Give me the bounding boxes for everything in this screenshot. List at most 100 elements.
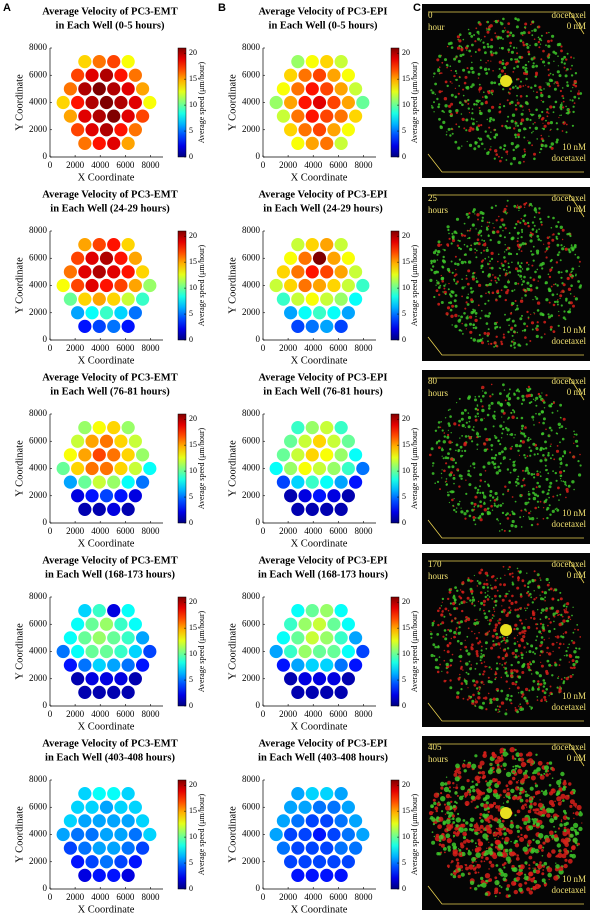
y-axis-label: Y Coordinate — [227, 806, 238, 863]
cell-dot — [486, 787, 493, 794]
cell-dot — [497, 621, 501, 625]
cell-dot — [469, 695, 473, 699]
cell-dot — [502, 333, 505, 336]
colorbar-tick-label: 5 — [189, 858, 193, 867]
cell-dot — [490, 60, 492, 62]
well — [320, 109, 334, 123]
cell-dot — [513, 637, 516, 640]
cell-dot — [437, 421, 441, 424]
cell-dot — [491, 614, 494, 616]
well — [92, 604, 106, 618]
cell-dot — [485, 794, 490, 800]
cell-dot — [564, 481, 567, 484]
cell-dot — [548, 637, 550, 639]
cell-dot — [511, 651, 515, 655]
cell-dot — [551, 834, 555, 839]
cell-dot — [467, 412, 470, 414]
cell-dot — [571, 64, 573, 67]
cell-dot — [502, 88, 505, 91]
cell-dot — [499, 402, 503, 407]
cell-dot — [529, 233, 533, 237]
cell-dot — [455, 802, 458, 804]
chart-title: in Each Well (403-408 hours) — [45, 752, 175, 763]
cell-dot — [464, 286, 466, 288]
colorbar-tick-label: 5 — [402, 492, 406, 501]
cell-dot — [485, 582, 489, 586]
cell-dot — [531, 673, 533, 675]
cell-dot — [471, 763, 477, 769]
cell-dot — [516, 124, 520, 127]
cell-dot — [528, 668, 531, 672]
cell-dot — [562, 815, 568, 820]
cell-dot — [528, 205, 531, 207]
well — [128, 672, 142, 686]
cell-dot — [537, 25, 541, 29]
cell-dot — [562, 97, 565, 100]
cell-dot — [459, 648, 462, 651]
well — [298, 489, 312, 503]
cell-dot — [446, 66, 448, 69]
cell-dot — [520, 871, 524, 875]
cell-dot — [533, 38, 536, 40]
cell-dot — [436, 281, 440, 285]
cell-dot — [453, 280, 456, 282]
well — [121, 109, 135, 123]
cell-dot — [505, 61, 509, 65]
condition-label: 10 nM — [562, 691, 586, 701]
cell-dot — [488, 786, 491, 789]
colorbar-label: Average speed (μm/hour) — [410, 244, 419, 326]
condition-label: docetaxel — [552, 336, 587, 346]
cell-dot — [555, 793, 559, 796]
chart-title: in Each Well (0-5 hours) — [269, 20, 378, 31]
cell-dot — [518, 161, 522, 165]
cell-dot — [450, 102, 454, 106]
cell-dot — [460, 688, 463, 691]
cell-dot — [526, 642, 528, 644]
cell-dot — [479, 830, 483, 834]
cell-dot — [452, 870, 457, 875]
cell-dot — [440, 851, 443, 854]
cell-dot — [502, 877, 507, 881]
cell-dot — [559, 823, 563, 827]
cell-dot — [456, 784, 458, 786]
cell-dot — [579, 464, 582, 467]
cell-dot — [514, 17, 517, 20]
cell-dot — [474, 887, 478, 891]
cell-dot — [547, 121, 550, 125]
colorbar-tick-label: 15 — [189, 806, 197, 815]
cell-dot — [456, 589, 459, 592]
well — [334, 604, 348, 618]
well — [107, 658, 121, 672]
cell-dot — [449, 65, 452, 67]
cell-dot — [536, 91, 538, 94]
cell-dot — [431, 106, 434, 109]
cell-dot — [550, 146, 554, 150]
cell-dot — [488, 850, 494, 856]
cell-dot — [440, 786, 444, 790]
cell-dot — [479, 23, 482, 26]
cell-dot — [546, 493, 548, 496]
cell-dot — [508, 687, 511, 690]
cell-dot — [461, 145, 463, 147]
cell-dot — [451, 128, 454, 131]
cell-dot — [445, 662, 449, 667]
cell-dot — [574, 84, 578, 88]
well — [327, 827, 341, 842]
cell-dot — [447, 628, 450, 631]
cell-dot — [559, 850, 562, 853]
cell-dot — [475, 277, 478, 279]
cell-dot — [490, 38, 494, 41]
cell-dot — [494, 128, 497, 131]
cell-dot — [569, 234, 572, 238]
cell-dot — [517, 282, 520, 285]
cell-dot — [563, 676, 566, 679]
cell-dot — [480, 234, 483, 237]
cell-dot — [494, 204, 497, 207]
cell-dot — [438, 816, 444, 822]
cell-dot — [517, 237, 519, 240]
cell-dot — [497, 520, 499, 522]
cell-dot — [498, 891, 501, 895]
colorbar-tick-label: 15 — [189, 623, 197, 632]
cell-dot — [503, 27, 506, 29]
cell-dot — [518, 792, 522, 795]
